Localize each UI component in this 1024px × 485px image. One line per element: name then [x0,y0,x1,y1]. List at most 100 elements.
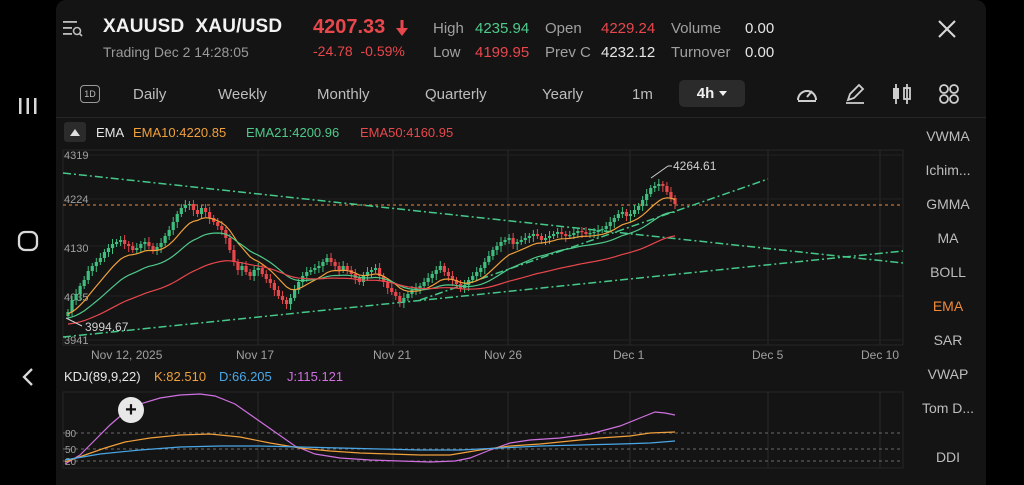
kdj-k-legend: K:82.510 [154,369,207,384]
indicator-ema-active[interactable]: EMA [932,298,964,314]
candle-body [329,258,333,262]
indicator-ichimoku[interactable]: Ichim... [925,162,971,178]
indicator-boll[interactable]: BOLL [930,264,966,280]
candle-body [653,186,657,188]
trendline-rising [419,178,769,301]
candle-body [616,214,620,218]
candle-body [576,231,580,233]
candle-body [102,252,107,258]
candle-body [402,298,406,302]
home-icon[interactable] [12,225,44,257]
period-1m-tab[interactable]: 1m [632,86,653,103]
y-tick-label: 4224 [64,194,88,206]
candle-body [167,230,171,236]
candle-body [628,214,633,216]
candle-body [523,238,527,240]
ema10-legend: EMA10:4220.85 [133,125,227,140]
period-4h-tab-active[interactable]: 4h [679,80,745,107]
period-quarterly-tab[interactable]: Quarterly [425,86,487,103]
indicator-ddi[interactable]: DDI [935,449,961,465]
candle-body [244,266,248,272]
candle-body [434,270,438,274]
candle-body [645,194,649,200]
candle-body [507,238,511,240]
period-weekly-tab[interactable]: Weekly [218,86,267,103]
candle-body [499,242,503,246]
trendline-lower [62,250,904,338]
indicator-ma[interactable]: MA [937,230,959,246]
candle-body [159,243,163,247]
candle-body [479,268,483,272]
ema21-legend: EMA21:4200.96 [246,125,340,140]
caret-up-icon [70,128,80,136]
main-plot-frame [62,149,904,346]
add-indicator-button[interactable]: + [118,397,144,423]
indicator-vwma[interactable]: VWMA [926,128,970,144]
candle-body [446,272,450,276]
period-monthly-tab[interactable]: Monthly [317,86,370,103]
candle-body [212,218,216,222]
candle-body [386,282,390,288]
candle-body [543,238,548,240]
close-icon[interactable] [935,17,959,41]
candle-body [123,240,127,244]
candle-body [592,232,596,234]
kdj-d-legend: D:66.205 [219,369,272,384]
kdj-tick-label: 20 [65,457,77,468]
candle-body [636,206,641,210]
candle-body [135,248,139,250]
down-arrow-icon [395,19,409,37]
candle-body [143,242,147,244]
candle-body [620,212,624,214]
candle-body [171,222,175,230]
period-daily-tab[interactable]: Daily [133,86,167,103]
candle-body [199,208,204,214]
draw-pen-icon[interactable] [843,83,867,105]
candle-body [539,236,544,240]
candle-body [195,210,200,214]
candle-body [82,280,86,286]
candle-body [519,240,523,242]
candle-body [110,244,115,248]
high-annotation-leader [650,165,669,179]
collapse-legend-button[interactable] [64,122,86,142]
candle-body [612,218,616,222]
candle-body [74,294,78,300]
x-tick-label: Nov 17 [236,348,274,362]
recent-apps-icon[interactable] [12,90,44,122]
candle-body [232,250,236,262]
candle-body [86,271,90,280]
menu-icon[interactable] [62,18,84,38]
stat-low-value: 4199.95 [475,44,530,61]
stat-low-label: Low [433,44,461,61]
candle-body [240,266,244,270]
x-tick-label: Dec 10 [861,348,899,362]
period-yearly-tab[interactable]: Yearly [542,86,584,103]
candle-body [649,188,653,194]
candle-body [398,296,402,302]
candle-body [661,184,665,186]
trading-status: Trading Dec 2 14:28:05 [103,44,249,60]
candle-body [317,266,321,268]
screen-edge [986,0,1024,485]
stat-prevc-label: Prev C [545,44,591,61]
period-1d-button[interactable]: 1D [80,85,100,103]
candle-body [151,246,155,250]
indicator-tom-demark[interactable]: Tom D... [921,400,975,416]
grid-layout-icon[interactable] [937,83,961,105]
indicator-gmma[interactable]: GMMA [926,196,970,212]
candle-body [584,232,588,234]
candlestick-type-icon[interactable] [890,83,914,105]
stat-high-label: High [433,20,464,37]
candle-body [220,226,224,230]
indicator-vwap[interactable]: VWAP [927,366,969,382]
gauge-icon[interactable] [795,83,819,105]
candle-body [216,222,220,226]
back-icon[interactable] [12,361,44,393]
kdj-d-line [64,440,676,461]
indicator-sar[interactable]: SAR [933,332,963,348]
candle-body [280,296,285,300]
candle-body [284,300,289,304]
stat-prevc-value: 4232.12 [601,44,656,61]
